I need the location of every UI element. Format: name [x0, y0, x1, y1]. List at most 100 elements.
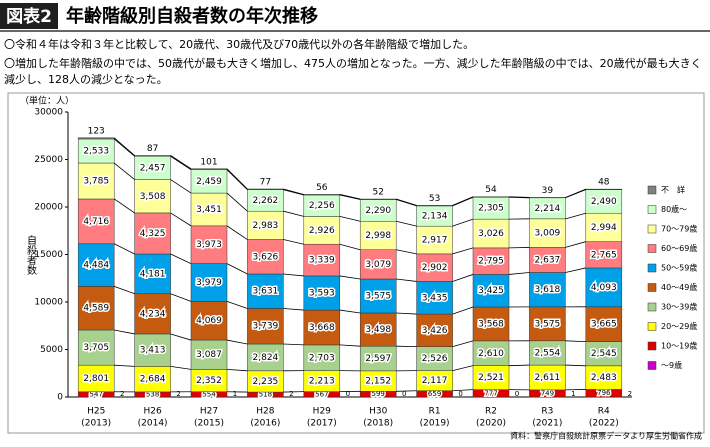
data-label: 3,575: [365, 291, 391, 301]
connector-line: [227, 226, 247, 240]
x-tick-year: (2016): [250, 419, 280, 429]
x-tick-year: (2018): [363, 419, 393, 429]
data-label: 777: [484, 389, 497, 397]
connector-line: [114, 163, 134, 180]
connector-line: [509, 272, 529, 274]
connector-line: [114, 330, 134, 334]
connector-line: [396, 313, 416, 314]
connector-line: [283, 344, 303, 345]
data-label: 2,684: [140, 375, 166, 385]
bar-segment: [135, 155, 171, 156]
data-label: 2,554: [535, 348, 561, 358]
data-label: 2,526: [422, 354, 448, 364]
data-label: 1: [571, 390, 575, 398]
connector-line: [565, 365, 585, 366]
data-label: 4,589: [83, 304, 109, 314]
connector-line: [509, 365, 529, 366]
x-tick-label: R4: [598, 407, 610, 417]
connector-line: [340, 345, 360, 346]
data-label: 3,973: [196, 240, 222, 250]
connector-line: [340, 195, 360, 200]
data-label: 2,214: [535, 204, 561, 214]
x-tick-year: (2014): [138, 419, 168, 429]
connector-line: [565, 341, 585, 342]
legend-label: 20～29歳: [661, 321, 697, 331]
note: 〇令和４年は令和３年と比較して、20歳代、30歳代及び70歳代以外の各年齢階級で…: [4, 37, 474, 51]
data-label: 3,339: [309, 256, 335, 266]
connector-line: [227, 340, 247, 344]
data-label: 2,824: [253, 353, 279, 363]
connector-line: [283, 308, 303, 310]
connector-line: [114, 365, 134, 366]
legend-label: 不 詳: [661, 185, 685, 195]
connector-line: [227, 369, 247, 370]
unit-label: （単位：人）: [20, 95, 74, 107]
data-label: 659: [428, 390, 441, 398]
data-label: 3,079: [365, 260, 391, 270]
connector-line: [453, 197, 473, 206]
connector-line: [340, 194, 360, 199]
connector-line: [565, 213, 585, 219]
legend-label: 70～79歳: [661, 224, 697, 234]
data-label: 87: [147, 144, 158, 154]
source: 資料：警察庁自殺統計原票データより厚生労働省作成: [510, 431, 702, 441]
connector-line: [227, 193, 247, 211]
data-label: 2,765: [591, 250, 617, 260]
connector-line: [171, 294, 191, 302]
data-label: 48: [598, 178, 610, 188]
connector-line: [171, 334, 191, 340]
data-label: 3,668: [309, 323, 335, 333]
y-tick-label: 30000: [34, 108, 63, 118]
legend-swatch: [648, 206, 656, 214]
connector-line: [171, 156, 191, 169]
data-label: 2,533: [83, 146, 109, 156]
connector-line: [340, 244, 360, 250]
data-label: 39: [542, 186, 554, 196]
data-label: 2,152: [365, 377, 391, 387]
data-label: 52: [372, 188, 383, 198]
data-label: 2: [120, 390, 124, 398]
data-label: 3,568: [478, 319, 504, 329]
connector-line: [283, 190, 303, 195]
data-label: 2,801: [83, 374, 109, 384]
data-label: 4,484: [83, 261, 109, 271]
data-label: 2: [289, 390, 293, 398]
connector-line: [453, 274, 473, 281]
y-tick-label: 5000: [40, 345, 63, 355]
data-label: 2,262: [253, 196, 279, 206]
data-label: 2,611: [535, 373, 561, 383]
bar-segment: [247, 189, 283, 190]
connector-line: [114, 138, 134, 156]
legend-swatch: [648, 186, 656, 194]
note: 〇増加した年齢階級の中では、50歳代が最も大きく増加し、475人の増加となった。…: [4, 56, 708, 88]
legend-label: ～9歳: [661, 360, 682, 370]
x-tick-year: (2015): [194, 419, 224, 429]
x-tick-label: R2: [485, 407, 497, 417]
data-label: 2,703: [309, 353, 335, 363]
data-label: 2,352: [196, 376, 222, 386]
data-label: 2,117: [422, 376, 448, 386]
x-tick-year: (2013): [81, 419, 111, 429]
legend-label: 10～19歳: [661, 341, 697, 351]
data-label: 3,435: [422, 293, 448, 303]
legend-label: 30～39歳: [661, 302, 697, 312]
x-tick-label: R3: [541, 407, 553, 417]
data-label: 77: [260, 177, 271, 187]
data-label: 3,498: [365, 325, 391, 335]
legend-swatch: [648, 303, 656, 311]
data-label: 3,665: [591, 320, 617, 330]
connector-line: [227, 264, 247, 274]
data-label: 2,902: [422, 263, 448, 273]
data-label: 1: [233, 390, 237, 398]
connector-line: [114, 139, 134, 156]
x-tick-year: (2020): [476, 419, 506, 429]
connector-line: [283, 211, 303, 216]
connector-line: [114, 244, 134, 254]
data-label: 3,739: [253, 322, 279, 332]
data-label: 53: [429, 194, 440, 204]
data-label: 3,087: [196, 350, 222, 360]
data-label: 3,451: [196, 205, 222, 215]
x-tick-label: H25: [87, 407, 105, 417]
connector-line: [227, 170, 247, 190]
